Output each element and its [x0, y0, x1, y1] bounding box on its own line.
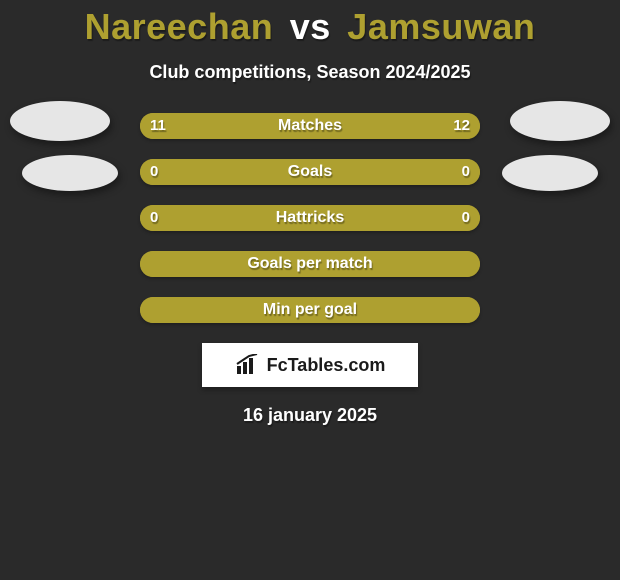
stat-label: Hattricks	[140, 205, 480, 231]
stat-label: Min per goal	[140, 297, 480, 323]
brand-box: FcTables.com	[202, 343, 418, 387]
stat-val-right: 0	[434, 159, 470, 185]
badge-player2-b	[502, 155, 598, 191]
stat-row: Min per goal	[140, 297, 480, 323]
stat-rows: 11 Matches 12 0 Goals 0 0 Hattricks 0 Go…	[140, 113, 480, 323]
stat-row: 11 Matches 12	[140, 113, 480, 139]
comparison-title: Nareechan vs Jamsuwan	[0, 6, 620, 48]
stat-row: Goals per match	[140, 251, 480, 277]
subtitle: Club competitions, Season 2024/2025	[0, 62, 620, 83]
badge-player2-a	[510, 101, 610, 141]
stat-val-right: 0	[434, 205, 470, 231]
stat-val-right: 12	[434, 113, 470, 139]
badge-player1-b	[22, 155, 118, 191]
stat-label: Goals per match	[140, 251, 480, 277]
stat-val-right	[434, 251, 470, 277]
vs-text: vs	[290, 6, 331, 47]
brand-text: FcTables.com	[267, 355, 386, 376]
stat-label: Goals	[140, 159, 480, 185]
date-line: 16 january 2025	[0, 405, 620, 426]
stat-label: Matches	[140, 113, 480, 139]
player2-name: Jamsuwan	[347, 6, 535, 47]
stat-row: 0 Goals 0	[140, 159, 480, 185]
stat-val-right	[434, 297, 470, 323]
stat-row: 0 Hattricks 0	[140, 205, 480, 231]
player1-name: Nareechan	[85, 6, 274, 47]
brand-chart-icon	[235, 354, 261, 376]
badge-player1-a	[10, 101, 110, 141]
